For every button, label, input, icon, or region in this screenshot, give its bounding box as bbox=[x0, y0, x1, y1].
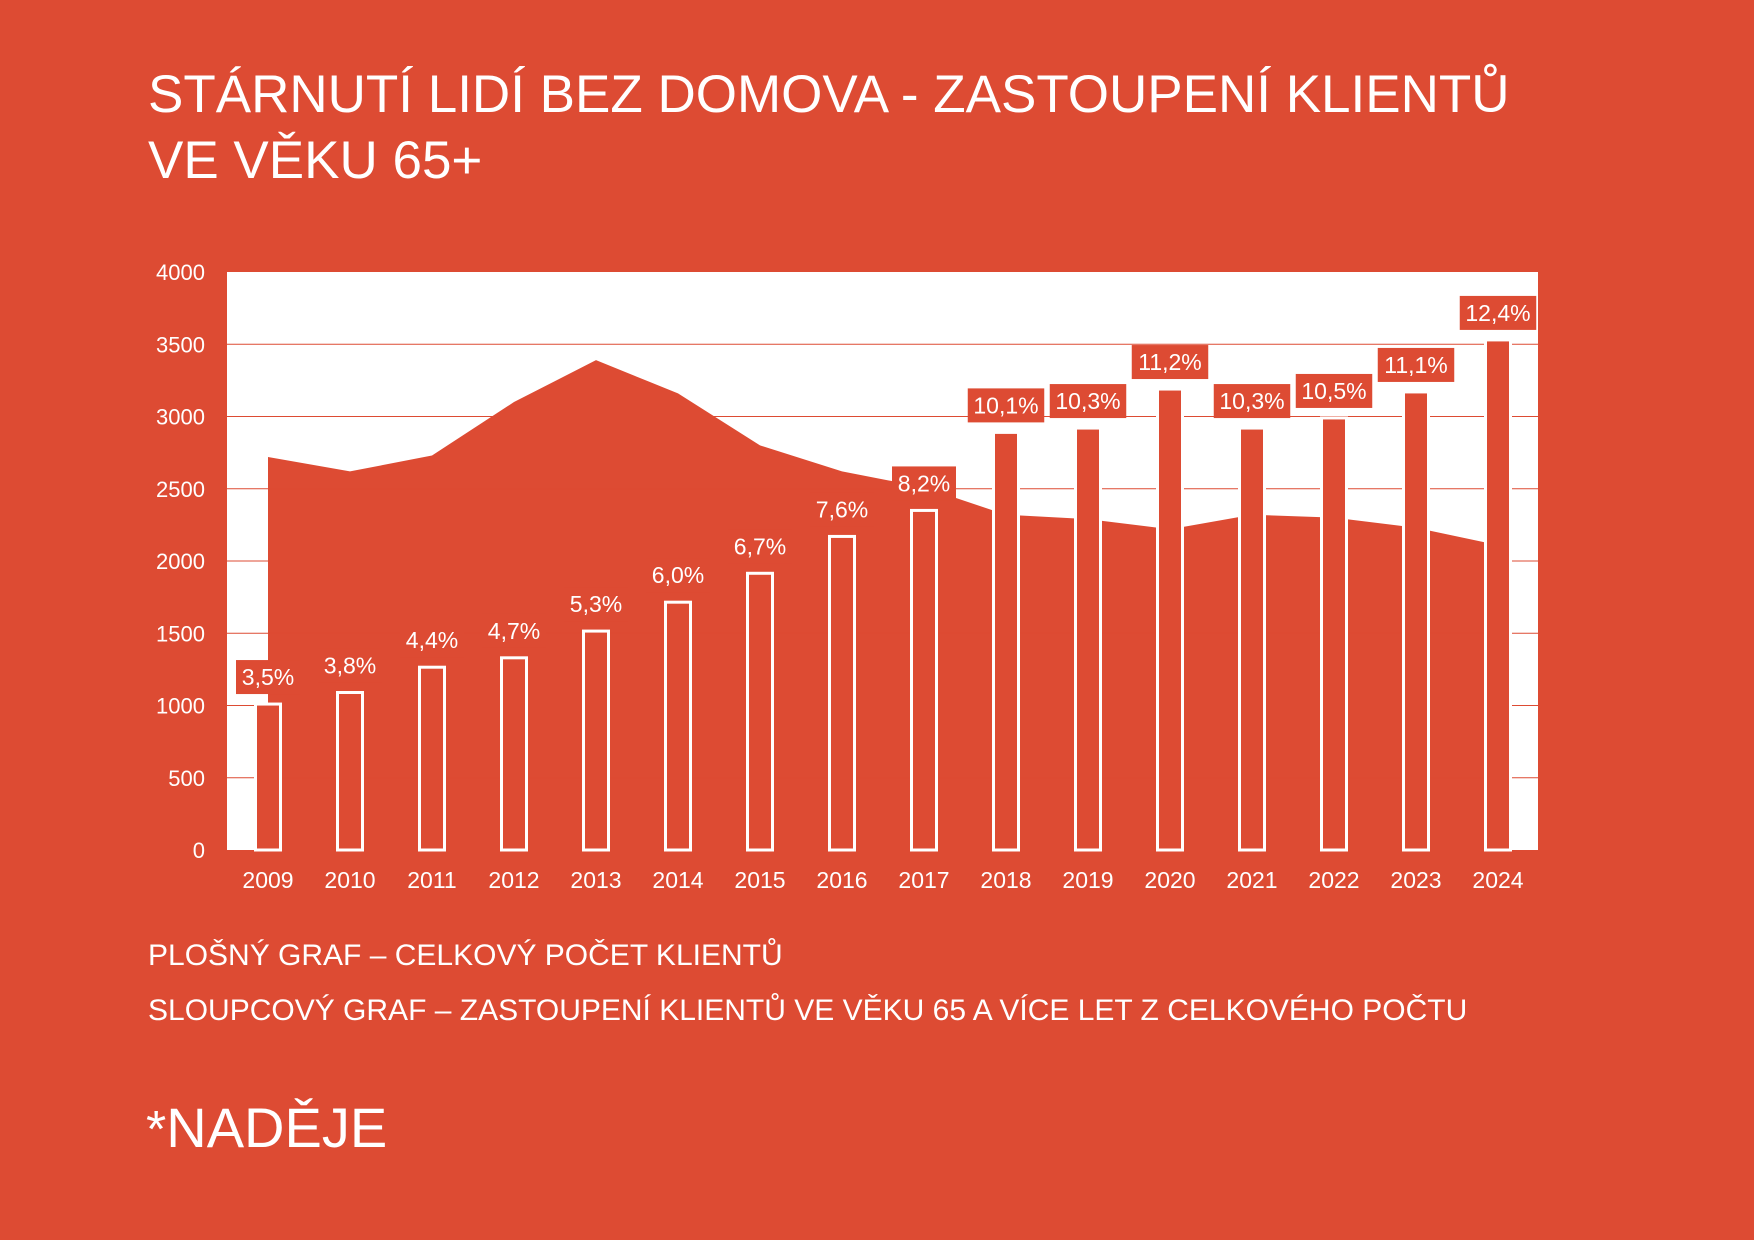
bar bbox=[254, 702, 282, 852]
data-label-box bbox=[967, 388, 1045, 423]
y-tick-label: 4000 bbox=[156, 260, 205, 285]
bar bbox=[664, 600, 692, 852]
data-label-box bbox=[1213, 384, 1291, 419]
data-label-box bbox=[810, 492, 874, 527]
bar bbox=[1156, 387, 1184, 852]
x-tick-label: 2012 bbox=[488, 867, 539, 893]
bar bbox=[1238, 426, 1266, 852]
data-label: 3,5% bbox=[242, 664, 294, 690]
y-tick-label: 2500 bbox=[156, 477, 205, 502]
bar bbox=[1402, 390, 1430, 852]
data-label: 10,1% bbox=[973, 392, 1038, 418]
data-label-box bbox=[400, 623, 464, 658]
bar bbox=[992, 430, 1020, 852]
data-label: 7,6% bbox=[816, 496, 868, 522]
y-tick-label: 2000 bbox=[156, 549, 205, 574]
x-tick-label: 2018 bbox=[980, 867, 1031, 893]
data-label-box bbox=[1459, 295, 1537, 330]
data-label: 11,2% bbox=[1138, 349, 1202, 375]
data-label: 6,0% bbox=[652, 562, 704, 588]
bar bbox=[1074, 426, 1102, 852]
data-label: 12,4% bbox=[1465, 300, 1530, 326]
data-label-box bbox=[1377, 347, 1455, 382]
x-tick-label: 2017 bbox=[898, 867, 949, 893]
caption-bar-chart: SLOUPCOVÝ GRAF – ZASTOUPENÍ KLIENTŮ VE V… bbox=[148, 994, 1468, 1027]
bar bbox=[1484, 338, 1512, 852]
data-label: 10,3% bbox=[1055, 388, 1120, 414]
bar bbox=[746, 571, 774, 852]
bar bbox=[910, 508, 938, 852]
bar bbox=[828, 534, 856, 852]
y-tick-label: 500 bbox=[168, 766, 205, 791]
x-tick-label: 2019 bbox=[1062, 867, 1113, 893]
data-label: 10,3% bbox=[1219, 388, 1284, 414]
x-tick-label: 2014 bbox=[652, 867, 703, 893]
logo-text: NADĚJE bbox=[166, 1096, 388, 1159]
area-series bbox=[268, 360, 1498, 850]
x-tick-label: 2013 bbox=[570, 867, 621, 893]
data-label: 8,2% bbox=[898, 470, 950, 496]
y-tick-label: 1000 bbox=[156, 694, 205, 719]
data-label-box bbox=[318, 648, 382, 683]
x-tick-label: 2020 bbox=[1144, 867, 1195, 893]
data-label-box bbox=[1049, 384, 1127, 419]
y-tick-label: 1500 bbox=[156, 621, 205, 646]
page-title-line-2: VE VĚKU 65+ bbox=[148, 131, 483, 190]
x-tick-label: 2021 bbox=[1226, 867, 1277, 893]
combo-chart: 0 500 1000 1500 2000 2500 3000 3500 4000 3,5% 3,8%… bbox=[156, 260, 1538, 893]
bar bbox=[1320, 416, 1348, 852]
caption-area-chart: PLOŠNÝ GRAF – CELKOVÝ POČET KLIENTŮ bbox=[148, 939, 783, 972]
data-label: 3,8% bbox=[324, 652, 376, 678]
data-label-box bbox=[646, 558, 710, 593]
y-tick-label: 3000 bbox=[156, 405, 205, 430]
x-tick-label: 2015 bbox=[734, 867, 785, 893]
data-label: 4,4% bbox=[406, 627, 458, 653]
data-label: 11,1% bbox=[1384, 352, 1448, 378]
page-title-line-1: STÁRNUTÍ LIDÍ BEZ DOMOVA - ZASTOUPENÍ KL… bbox=[148, 65, 1510, 124]
x-tick-label: 2009 bbox=[242, 867, 293, 893]
data-label: 4,7% bbox=[488, 618, 540, 644]
data-label-box bbox=[892, 466, 956, 501]
y-tick-label: 3500 bbox=[156, 332, 205, 357]
data-label-box bbox=[482, 613, 546, 648]
x-tick-label: 2023 bbox=[1390, 867, 1441, 893]
data-label: 6,7% bbox=[734, 533, 786, 559]
bar bbox=[418, 665, 446, 852]
data-label-box bbox=[236, 660, 300, 695]
x-tick-label: 2011 bbox=[407, 867, 456, 893]
data-label-box bbox=[1295, 373, 1373, 408]
x-tick-label: 2010 bbox=[324, 867, 375, 893]
data-label-box bbox=[1131, 345, 1209, 380]
data-label: 10,5% bbox=[1301, 378, 1366, 404]
y-tick-label: 0 bbox=[193, 838, 205, 863]
bar bbox=[582, 629, 610, 852]
data-label: 5,3% bbox=[570, 591, 622, 617]
bar bbox=[500, 656, 528, 852]
logo-nadeje: *NADĚJE bbox=[146, 1095, 387, 1163]
bar bbox=[336, 690, 364, 852]
x-tick-label: 2016 bbox=[816, 867, 867, 893]
page-title: STÁRNUTÍ LIDÍ BEZ DOMOVA - ZASTOUPENÍ KL… bbox=[148, 62, 1648, 194]
logo-star: * bbox=[146, 1101, 167, 1159]
data-label-box bbox=[564, 587, 628, 622]
x-tick-label: 2022 bbox=[1308, 867, 1359, 893]
x-tick-label: 2024 bbox=[1472, 867, 1523, 893]
data-label-box bbox=[728, 529, 792, 564]
